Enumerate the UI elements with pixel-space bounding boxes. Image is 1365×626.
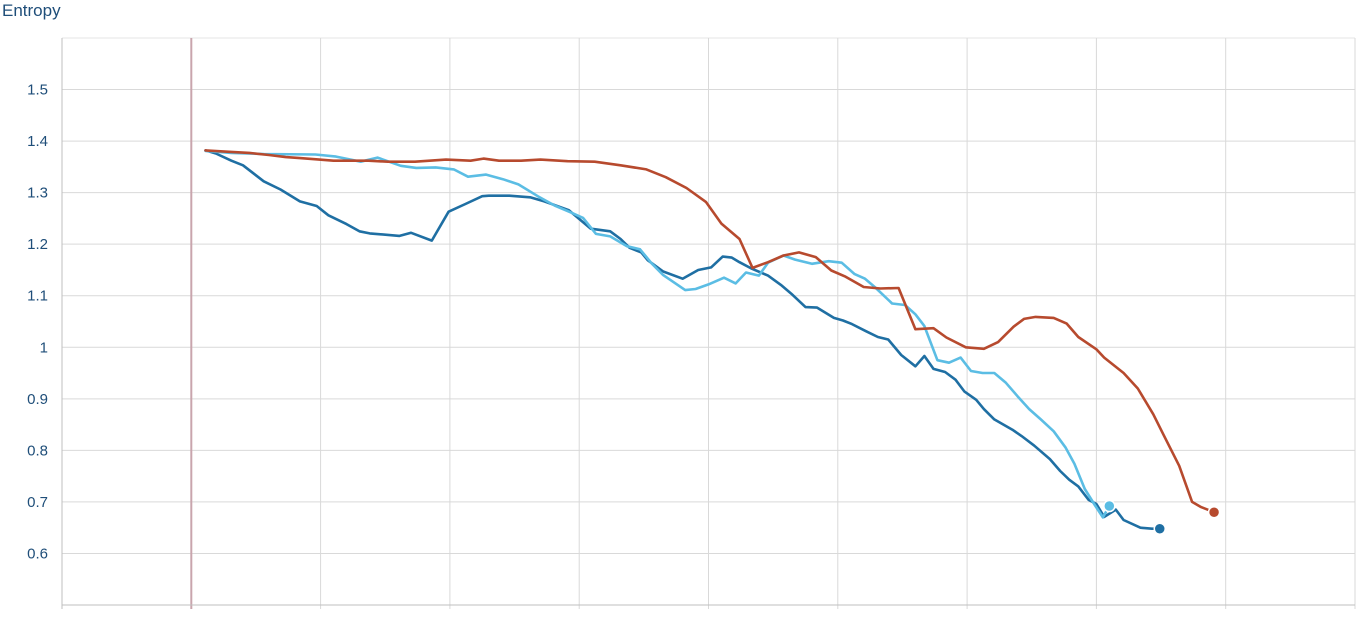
- y-tick-label-7: 1.3: [27, 185, 48, 202]
- y-tick-label-2: 0.8: [27, 442, 48, 459]
- series-endpoint-2[interactable]: [1207, 505, 1221, 519]
- y-tick-label-6: 1.2: [27, 236, 48, 253]
- series-line-2: [204, 149, 1216, 514]
- y-tick-label-4: 1: [40, 339, 48, 356]
- series-endpoint-0[interactable]: [1153, 522, 1167, 535]
- y-tick-label-3: 0.9: [27, 391, 48, 408]
- y-tick-label-0: 0.6: [27, 545, 48, 562]
- y-tick-label-8: 1.4: [27, 133, 48, 150]
- y-tick-label-5: 1.1: [27, 288, 48, 305]
- chart-title: Entropy: [2, 1, 61, 20]
- series-line-0: [204, 149, 1162, 531]
- y-tick-label-9: 1.5: [27, 82, 48, 99]
- y-tick-label-1: 0.7: [27, 494, 48, 511]
- series-endpoint-1[interactable]: [1103, 499, 1116, 513]
- series-line-1: [204, 149, 1111, 519]
